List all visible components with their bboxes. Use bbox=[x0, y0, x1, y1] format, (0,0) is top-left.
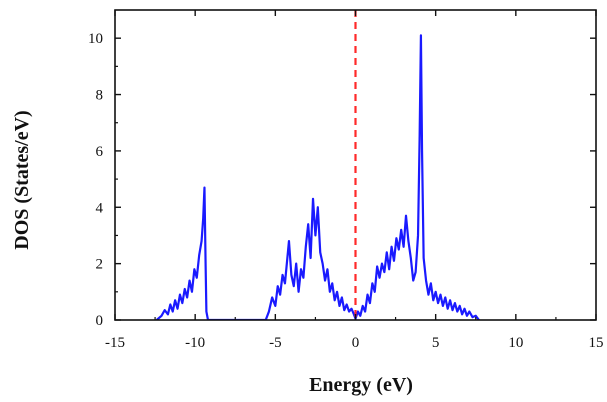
plot-layer bbox=[155, 10, 480, 320]
y-tick-label: 8 bbox=[96, 88, 104, 104]
x-tick-label: -10 bbox=[185, 335, 205, 351]
x-tick-label: 0 bbox=[352, 335, 360, 351]
x-tick-label: 5 bbox=[432, 335, 440, 351]
y-tick-label: 4 bbox=[96, 200, 104, 216]
y-axis-title: DOS (States/eV) bbox=[11, 110, 33, 249]
y-tick-label: 6 bbox=[96, 144, 104, 160]
y-tick-label: 10 bbox=[88, 31, 103, 47]
axis-layer: -15 -10 -5 0 5 10 15 0 2 4 6 8 10 bbox=[88, 9, 604, 351]
x-axis-title: Energy (eV) bbox=[309, 374, 413, 396]
y-tick-label: 0 bbox=[96, 313, 104, 329]
plot-frame bbox=[114, 9, 597, 321]
dos-series-line bbox=[155, 34, 480, 320]
y-tick-label: 2 bbox=[96, 257, 104, 273]
x-tick-label: -15 bbox=[105, 335, 125, 351]
x-tick-label: 10 bbox=[508, 335, 523, 351]
x-tick-label: 15 bbox=[589, 335, 604, 351]
x-tick-label: -5 bbox=[269, 335, 282, 351]
